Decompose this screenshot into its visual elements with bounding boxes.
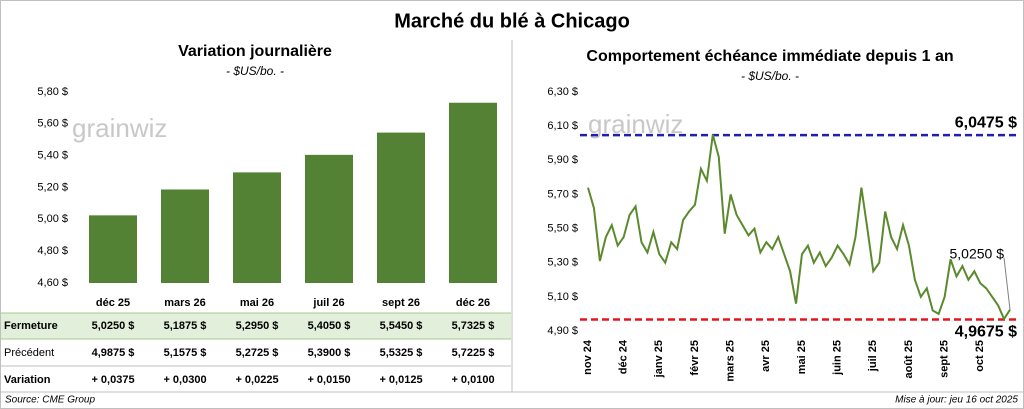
table-cell: + 0,0225 [235,374,278,386]
reference-label: 4,9675 $ [955,324,1017,341]
table-cell: 4,9875 $ [92,347,135,359]
table-cell: 5,0250 $ [92,320,135,332]
table-cell: 5,1575 $ [164,347,207,359]
table-cell: 5,2950 $ [236,320,279,332]
table-cell: + 0,0375 [91,374,134,386]
table-cell: Variation [4,374,51,386]
price-line [587,134,1011,322]
table-cell: 5,2725 $ [236,347,279,359]
table-cell: + 0,0300 [163,374,206,386]
y-tick-label: 4,90 $ [547,325,578,337]
table-cell: 5,5450 $ [380,320,423,332]
table-cell: Précédent [4,347,54,359]
y-tick-label: 5,80 $ [37,86,68,98]
y-tick-label: 5,50 $ [547,222,578,234]
x-tick-label: juin 25 [832,340,844,376]
bar [89,215,137,283]
annotation-leader [1003,257,1011,310]
bar [449,102,497,284]
chart-subtitle: - $US/bo. - [741,69,799,83]
logo: grainwiz [72,113,167,143]
x-tick-label: mars 26 [164,297,206,309]
bar [305,154,353,283]
row-highlight [1,313,511,339]
x-tick-label: févr 25 [689,340,701,375]
chart-subtitle: - $US/bo. - [226,64,284,78]
x-tick-label: janv 25 [653,340,665,378]
source: Source: CME Group [5,395,95,406]
x-tick-label: mars 25 [725,340,737,382]
y-tick-label: 4,60 $ [37,277,68,289]
x-tick-label: avr 25 [760,340,772,372]
x-tick-label: juil 26 [312,297,344,309]
y-tick-label: 5,70 $ [547,188,578,200]
y-tick-label: 6,10 $ [547,120,578,132]
chart-title: Comportement échéance immédiate depuis 1… [586,48,953,65]
x-tick-label: mai 26 [240,297,274,309]
annotation-label: 5,0250 $ [950,245,1005,261]
y-tick-label: 5,90 $ [547,154,578,166]
table-cell: 5,4050 $ [308,320,351,332]
y-tick-label: 6,30 $ [547,86,578,98]
x-tick-label: août 25 [903,340,915,379]
reference-label: 6,0475 $ [955,114,1017,131]
y-tick-label: 5,10 $ [547,291,578,303]
y-tick-label: 5,60 $ [37,118,68,130]
y-tick-label: 5,40 $ [37,150,68,162]
page-title: Marché du blé à Chicago [394,10,630,32]
y-tick-label: 5,00 $ [37,213,68,225]
bar [377,132,425,283]
table-cell: 5,5325 $ [380,347,423,359]
x-tick-label: oct 25 [974,340,986,372]
table-cell: + 0,0150 [307,374,350,386]
bar [161,189,209,283]
x-tick-label: juil 25 [867,340,879,372]
table-cell: 5,3900 $ [308,347,351,359]
bar [233,172,281,283]
table-cell: + 0,0125 [379,374,422,386]
x-tick-label: déc 26 [456,297,490,309]
x-tick-label: nov 24 [582,339,594,375]
x-tick-label: sept 25 [939,340,951,378]
update-date: Mise à jour: jeu 16 oct 2025 [895,395,1018,406]
y-tick-label: 5,20 $ [37,181,68,193]
x-tick-label: déc 25 [96,297,130,309]
table-cell: 5,7225 $ [452,347,495,359]
x-tick-label: déc 24 [618,339,630,374]
table-cell: 5,1875 $ [164,320,207,332]
table-cell: 5,7325 $ [452,320,495,332]
x-tick-label: sept 26 [382,297,420,309]
table-cell: + 0,0100 [451,374,494,386]
chart-title: Variation journalière [178,43,332,60]
x-tick-label: mai 25 [796,340,808,374]
y-tick-label: 4,80 $ [37,245,68,257]
table-cell: Fermeture [4,320,58,332]
y-tick-label: 5,30 $ [547,257,578,269]
